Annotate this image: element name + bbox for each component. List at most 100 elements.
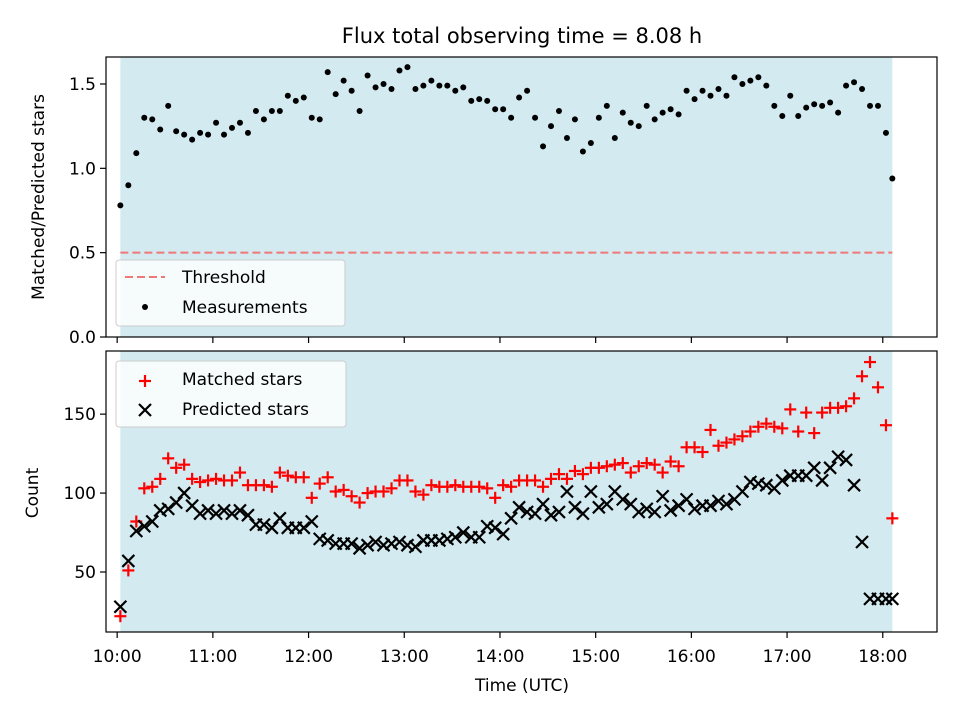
measurement-point xyxy=(587,140,594,147)
predicted-star-marker xyxy=(584,484,598,499)
matched-star-marker xyxy=(871,381,884,394)
matched-star-marker xyxy=(768,420,781,433)
bottom-legend: Matched stars Predicted stars xyxy=(115,360,347,428)
predicted-star-marker xyxy=(201,503,215,518)
measurement-point xyxy=(173,128,180,135)
top-legend-box xyxy=(115,259,346,327)
matched-star-marker xyxy=(265,480,278,493)
matched-star-marker xyxy=(640,457,653,470)
matched-star-marker xyxy=(632,460,645,473)
measurement-point xyxy=(324,69,331,76)
predicted-star-marker xyxy=(408,539,423,554)
measurement-point xyxy=(827,99,834,106)
matched-star-marker xyxy=(656,466,669,479)
matched-star-marker xyxy=(712,439,725,452)
measurement-point xyxy=(540,143,547,150)
predicted-star-marker xyxy=(759,478,774,492)
bottom-y-tick-label: 100 xyxy=(64,484,96,504)
predicted-star-marker xyxy=(879,592,893,606)
measurement-point xyxy=(452,87,459,94)
measurement-point xyxy=(579,148,586,155)
measurement-point xyxy=(595,114,602,121)
measurement-point xyxy=(412,86,419,93)
measurement-point xyxy=(843,82,850,89)
bottom-y-tick-label: 50 xyxy=(74,563,96,583)
predicted-star-marker xyxy=(647,505,662,519)
predicted-star-marker xyxy=(663,503,678,518)
measurement-point xyxy=(340,77,347,84)
measurement-point xyxy=(372,84,379,91)
matched-star-marker xyxy=(624,466,637,479)
matched-star-marker xyxy=(816,406,829,419)
bottom-ticks: 50 100 150 10:00 11:00 12:00 13:00 14:00 15:00 16… xyxy=(64,405,908,667)
predicted-star-marker xyxy=(560,484,574,499)
measurement-point xyxy=(332,91,339,98)
measurement-point xyxy=(484,97,491,104)
matched-star-marker xyxy=(505,480,518,493)
matched-star-marker xyxy=(600,460,613,473)
measurement-point xyxy=(268,107,275,114)
matched-star-marker xyxy=(784,403,797,416)
predicted-star-marker xyxy=(304,514,319,529)
predicted-star-marker xyxy=(257,517,271,532)
matched-star-marker xyxy=(792,425,805,438)
measurements-legend-label: Measurements xyxy=(182,298,308,318)
predicted-star-marker xyxy=(217,503,231,518)
measurement-point xyxy=(500,106,507,113)
bottom-plot-frame xyxy=(105,350,938,633)
measurement-point xyxy=(292,97,299,104)
measurement-point xyxy=(763,82,770,89)
measurement-point xyxy=(611,134,618,141)
predicted-star-marker xyxy=(496,527,510,541)
predicted-star-marker xyxy=(568,500,582,515)
predicted-star-marker xyxy=(687,502,702,516)
predicted-star-marker xyxy=(592,500,606,515)
top-y-tick-label: 0.5 xyxy=(69,244,96,264)
matched-star-marker xyxy=(879,419,892,432)
matched-star-marker xyxy=(281,469,294,482)
bottom-x-tick-label: 10:00 xyxy=(93,647,142,667)
bottom-x-tick-label: 14:00 xyxy=(475,647,524,667)
matched-star-marker xyxy=(537,480,550,493)
measurement-point xyxy=(444,82,451,89)
matched-star-marker xyxy=(361,487,374,500)
matched-star-marker xyxy=(297,471,310,484)
predicted-star-marker xyxy=(639,502,654,516)
predicted-star-marker xyxy=(512,500,526,515)
predicted-star-marker xyxy=(297,521,311,535)
predicted-star-marker xyxy=(711,494,726,508)
matched-star-marker xyxy=(752,420,765,433)
matched-star-marker xyxy=(329,485,342,498)
measurement-point xyxy=(819,102,826,109)
predicted-star-marker xyxy=(121,554,136,568)
measurement-point xyxy=(260,116,267,123)
matched-star-marker xyxy=(473,480,486,493)
measurement-point xyxy=(221,131,228,138)
measurement-point xyxy=(476,96,483,103)
matched-star-marker xyxy=(273,466,286,479)
measurement-point xyxy=(236,119,243,126)
measurement-point xyxy=(189,136,196,143)
measurement-point xyxy=(125,182,132,189)
predicted-star-marker xyxy=(137,519,152,534)
matched-star-marker xyxy=(162,452,175,465)
predicted-star-marker xyxy=(129,524,144,538)
measurement-point xyxy=(141,114,148,121)
measurement-point xyxy=(181,131,188,138)
measurement-point xyxy=(229,124,236,131)
measurement-point xyxy=(308,114,315,121)
predicted-star-marker xyxy=(177,486,191,500)
measurement-point xyxy=(165,102,172,109)
matched-star-marker xyxy=(345,490,358,503)
matched-star-marker xyxy=(864,356,877,369)
measurement-point xyxy=(205,131,212,138)
matched-star-marker xyxy=(305,491,318,504)
predicted-star-marker xyxy=(456,525,471,540)
measurement-point xyxy=(851,79,858,86)
measurement-point xyxy=(691,96,698,103)
predicted-star-marker xyxy=(815,473,829,488)
top-y-tick-label: 0.0 xyxy=(69,328,96,348)
measurement-point xyxy=(627,119,634,126)
matched-star-marker xyxy=(529,474,542,487)
